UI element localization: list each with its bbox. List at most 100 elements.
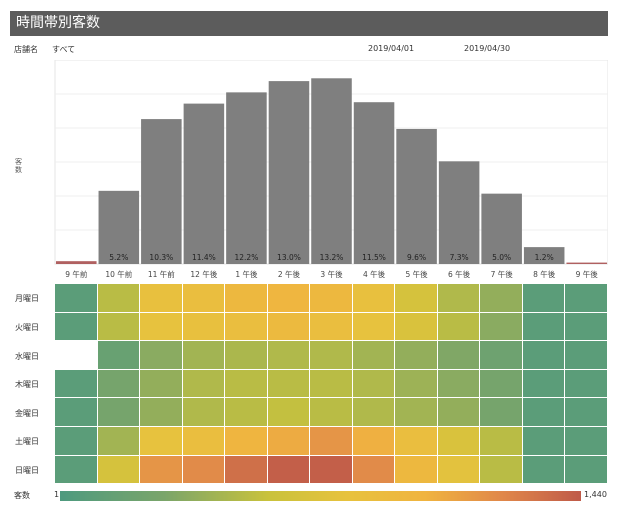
heatmap-cell[interactable] xyxy=(437,398,480,426)
heatmap-cell[interactable] xyxy=(522,341,565,369)
heatmap-cell[interactable] xyxy=(267,369,310,398)
bar[interactable] xyxy=(396,128,437,264)
heatmap-cell[interactable] xyxy=(480,369,522,398)
heatmap-cell[interactable] xyxy=(310,398,352,426)
heatmap-cell[interactable] xyxy=(225,341,267,369)
heatmap-cell[interactable] xyxy=(395,455,437,484)
heatmap-cell[interactable] xyxy=(352,341,395,369)
heatmap-cell[interactable] xyxy=(352,284,395,312)
heatmap-cell[interactable] xyxy=(55,427,97,455)
heatmap-cell[interactable] xyxy=(522,369,565,398)
heatmap-cell[interactable] xyxy=(267,284,310,312)
heatmap-cell[interactable] xyxy=(522,398,565,426)
heatmap-cell[interactable] xyxy=(140,455,182,484)
heatmap-cell[interactable] xyxy=(522,284,565,312)
heatmap-cell[interactable] xyxy=(565,312,607,341)
heatmap-cell[interactable] xyxy=(182,369,225,398)
heatmap-cell[interactable] xyxy=(437,369,480,398)
heatmap-cell[interactable] xyxy=(225,398,267,426)
heatmap-cell[interactable] xyxy=(480,455,522,484)
heatmap-cell[interactable] xyxy=(522,312,565,341)
heatmap-cell[interactable] xyxy=(225,284,267,312)
heatmap-cell[interactable] xyxy=(310,427,352,455)
heatmap-cell[interactable] xyxy=(225,455,267,484)
heatmap-cell[interactable] xyxy=(565,284,607,312)
heatmap-cell[interactable] xyxy=(225,312,267,341)
heatmap-cell[interactable] xyxy=(267,427,310,455)
bar[interactable] xyxy=(56,261,97,264)
heatmap-cell[interactable] xyxy=(140,398,182,426)
heatmap-cell[interactable] xyxy=(480,341,522,369)
heatmap-cell[interactable] xyxy=(480,312,522,341)
heatmap-cell[interactable] xyxy=(97,398,140,426)
heatmap-cell[interactable] xyxy=(480,427,522,455)
heatmap-cell[interactable] xyxy=(182,455,225,484)
heatmap-cell[interactable] xyxy=(437,312,480,341)
heatmap-cell[interactable] xyxy=(140,427,182,455)
heatmap-cell[interactable] xyxy=(267,398,310,426)
heatmap-cell[interactable] xyxy=(310,284,352,312)
heatmap-cell[interactable] xyxy=(55,284,97,312)
bar[interactable] xyxy=(523,247,565,264)
heatmap-cell[interactable] xyxy=(182,341,225,369)
heatmap-cell[interactable] xyxy=(267,455,310,484)
heatmap-cell[interactable] xyxy=(140,284,182,312)
heatmap-cell[interactable] xyxy=(97,312,140,341)
heatmap-cell[interactable] xyxy=(395,284,437,312)
date-to[interactable]: 2019/04/30 xyxy=(464,44,511,53)
bar[interactable] xyxy=(311,78,352,264)
bar[interactable] xyxy=(438,161,480,264)
heatmap-cell[interactable] xyxy=(182,312,225,341)
heatmap-cell[interactable] xyxy=(480,398,522,426)
bar[interactable] xyxy=(226,92,267,265)
heatmap-cell[interactable] xyxy=(225,427,267,455)
heatmap-cell[interactable] xyxy=(182,427,225,455)
heatmap-cell[interactable] xyxy=(97,369,140,398)
heatmap-cell[interactable] xyxy=(97,455,140,484)
heatmap-cell[interactable] xyxy=(395,398,437,426)
heatmap-cell[interactable] xyxy=(182,284,225,312)
heatmap-cell[interactable] xyxy=(522,427,565,455)
heatmap-cell[interactable] xyxy=(437,455,480,484)
store-filter-value[interactable]: すべて xyxy=(52,45,76,54)
heatmap-cell[interactable] xyxy=(97,341,140,369)
heatmap-cell[interactable] xyxy=(395,341,437,369)
bar[interactable] xyxy=(98,190,140,264)
heatmap-cell[interactable] xyxy=(352,398,395,426)
heatmap-cell[interactable] xyxy=(310,341,352,369)
bar[interactable] xyxy=(141,119,182,264)
bar[interactable] xyxy=(183,103,225,264)
heatmap-cell[interactable] xyxy=(565,455,607,484)
heatmap-cell[interactable] xyxy=(140,312,182,341)
heatmap-cell[interactable] xyxy=(437,341,480,369)
heatmap-cell[interactable] xyxy=(267,312,310,341)
date-from[interactable]: 2019/04/01 xyxy=(368,44,415,53)
heatmap-cell[interactable] xyxy=(55,369,97,398)
heatmap-cell[interactable] xyxy=(182,398,225,426)
bar[interactable] xyxy=(566,262,607,264)
heatmap-cell[interactable] xyxy=(310,455,352,484)
heatmap-cell[interactable] xyxy=(395,369,437,398)
heatmap-cell[interactable] xyxy=(565,369,607,398)
heatmap-cell[interactable] xyxy=(310,312,352,341)
heatmap-cell[interactable] xyxy=(395,312,437,341)
heatmap-cell[interactable] xyxy=(55,455,97,484)
heatmap-cell[interactable] xyxy=(352,427,395,455)
heatmap-cell[interactable] xyxy=(352,312,395,341)
bar[interactable] xyxy=(268,81,310,264)
heatmap-cell[interactable] xyxy=(352,369,395,398)
heatmap-cell[interactable] xyxy=(225,369,267,398)
bar[interactable] xyxy=(481,193,522,264)
heatmap-cell[interactable] xyxy=(352,455,395,484)
heatmap-cell[interactable] xyxy=(140,341,182,369)
heatmap-cell[interactable] xyxy=(310,369,352,398)
bar[interactable] xyxy=(353,102,395,264)
heatmap-cell[interactable] xyxy=(267,341,310,369)
heatmap-cell[interactable] xyxy=(55,398,97,426)
heatmap-cell[interactable] xyxy=(97,427,140,455)
heatmap-cell[interactable] xyxy=(395,427,437,455)
heatmap-cell[interactable] xyxy=(565,427,607,455)
heatmap-cell[interactable] xyxy=(522,455,565,484)
heatmap-cell[interactable] xyxy=(437,427,480,455)
heatmap-cell[interactable] xyxy=(97,284,140,312)
